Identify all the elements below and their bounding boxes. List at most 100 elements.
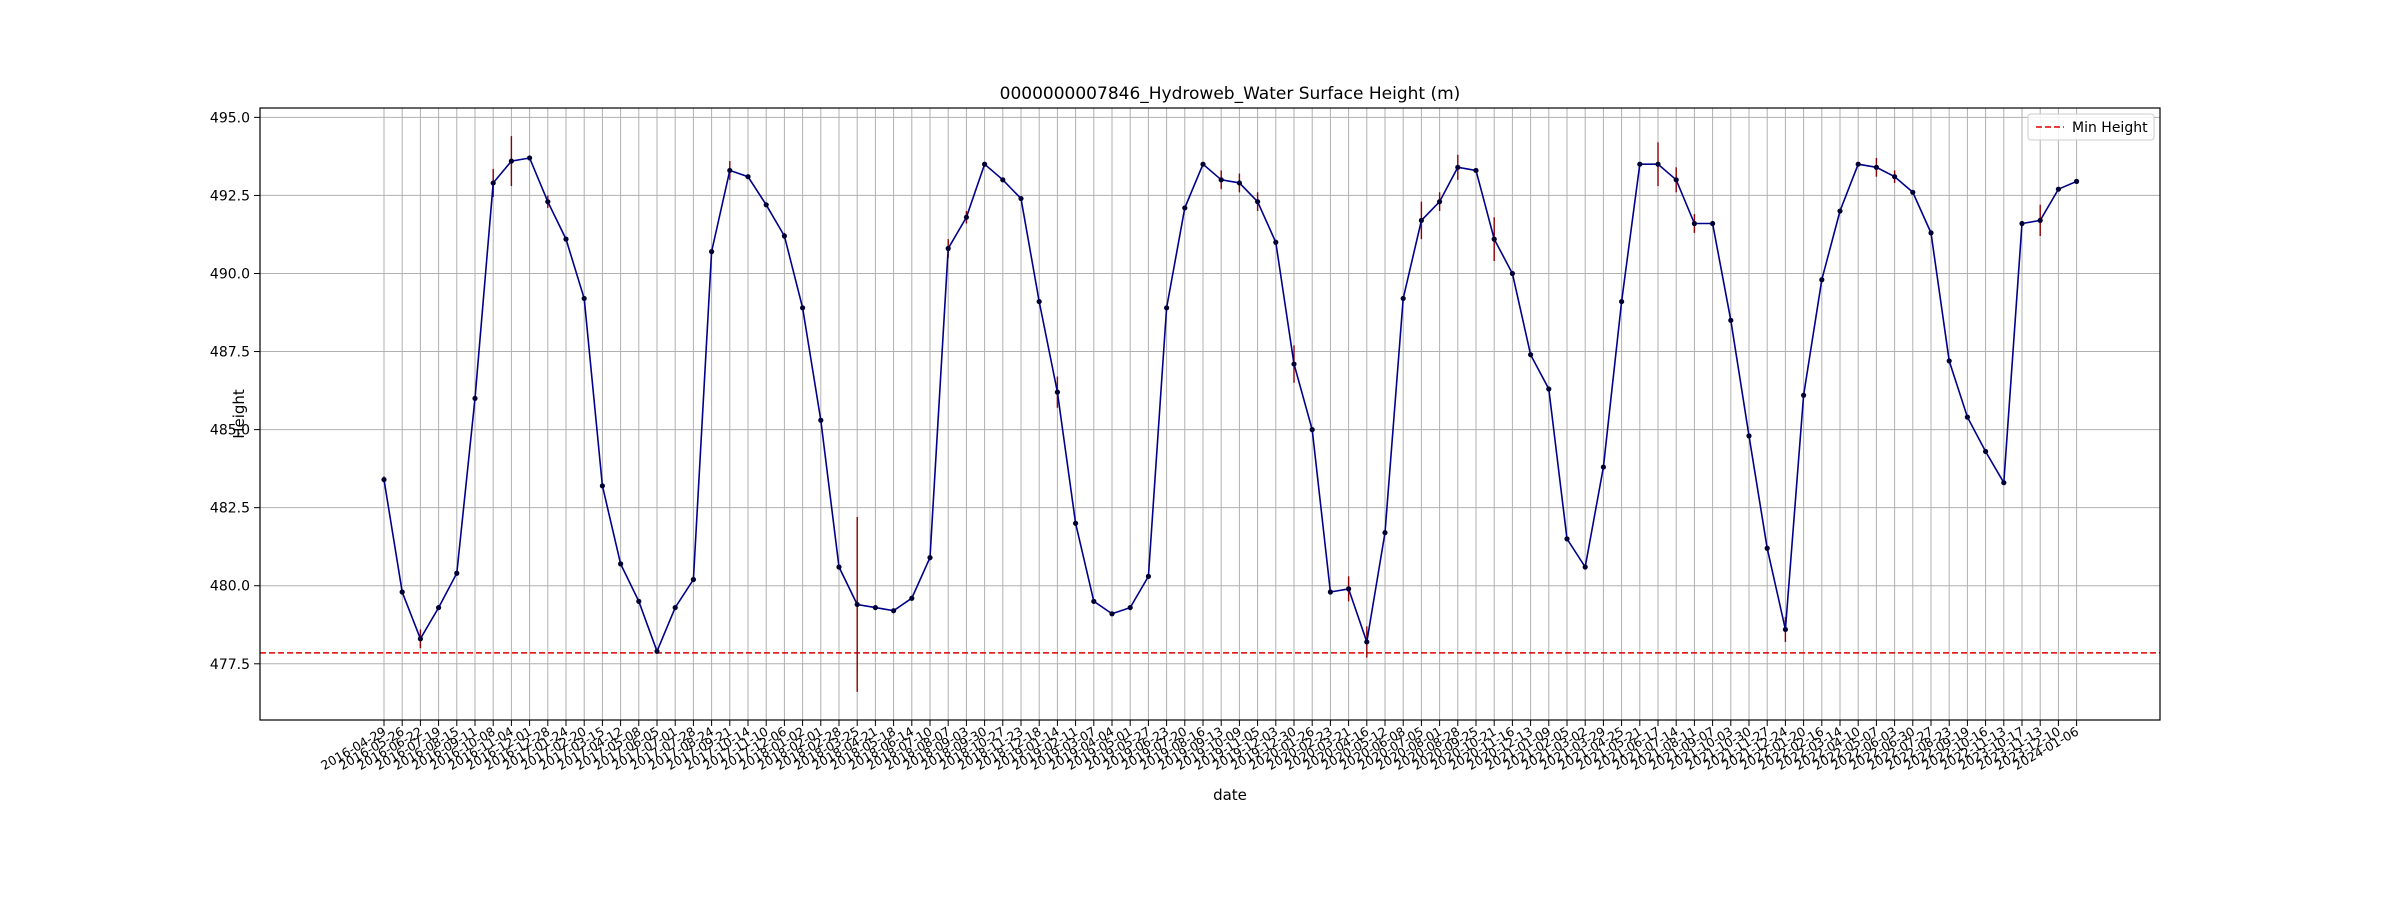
- data-point: [436, 604, 442, 611]
- data-point: [909, 595, 915, 601]
- data-point: [654, 648, 660, 654]
- data-point: [1437, 199, 1443, 205]
- data-point: [1910, 189, 1916, 195]
- series-layer: [381, 155, 2080, 654]
- data-point: [1873, 164, 1879, 170]
- data-point: [1327, 589, 1333, 595]
- data-point: [1491, 236, 1497, 242]
- data-point: [1109, 611, 1115, 617]
- data-point: [1746, 433, 1752, 439]
- y-tick-label: 477.5: [210, 657, 250, 673]
- y-tick-label: 480.0: [210, 579, 250, 595]
- data-point: [1382, 530, 1388, 536]
- data-point: [1054, 389, 1060, 395]
- data-point: [1528, 352, 1534, 358]
- data-point: [2037, 217, 2043, 224]
- data-point: [690, 576, 697, 583]
- plot-frame: [259, 107, 2161, 721]
- data-point: [581, 295, 587, 302]
- data-point: [2055, 186, 2061, 192]
- x-axis-label: date: [1213, 786, 1247, 804]
- data-point: [1619, 298, 1625, 305]
- data-point: [1182, 205, 1188, 211]
- data-point: [963, 214, 970, 220]
- data-point: [2001, 480, 2007, 486]
- data-point: [1691, 220, 1697, 227]
- data-point: [1782, 626, 1788, 633]
- data-point: [2019, 220, 2025, 227]
- data-point: [545, 199, 551, 205]
- data-point: [563, 236, 569, 242]
- data-point: [527, 155, 533, 161]
- data-point: [818, 417, 824, 423]
- data-point: [1710, 220, 1716, 227]
- series-line: [383, 157, 2077, 654]
- data-point: [1309, 427, 1315, 433]
- data-point: [1564, 536, 1570, 542]
- data-point: [1600, 464, 1606, 470]
- data-point: [800, 305, 806, 311]
- data-point: [1455, 164, 1461, 170]
- data-point: [1145, 573, 1151, 579]
- data-point: [454, 570, 460, 576]
- y-axis-label: Height: [230, 389, 248, 439]
- data-point: [381, 476, 387, 483]
- data-point: [854, 601, 860, 608]
- data-point: [1400, 295, 1406, 302]
- data-point: [1983, 448, 1989, 455]
- data-point: [672, 604, 678, 611]
- data-point: [1582, 564, 1588, 570]
- data-point: [1291, 361, 1297, 367]
- data-point: [927, 555, 933, 561]
- data-point: [1418, 217, 1424, 224]
- data-point: [1728, 317, 1734, 323]
- data-point: [891, 608, 897, 614]
- data-point: [1764, 545, 1770, 551]
- data-point: [1200, 161, 1206, 167]
- data-point: [636, 598, 642, 604]
- y-tick-label: 495.0: [210, 110, 250, 126]
- data-point: [781, 233, 788, 239]
- data-point: [982, 161, 988, 167]
- data-point: [399, 589, 405, 595]
- data-point: [836, 564, 842, 570]
- data-point: [872, 604, 879, 611]
- y-tick-label: 490.0: [210, 266, 250, 282]
- y-tick-label: 485.0: [210, 423, 250, 439]
- data-point: [1036, 298, 1042, 305]
- data-point: [727, 167, 733, 174]
- data-point: [1509, 270, 1515, 277]
- data-point: [1946, 358, 1952, 364]
- x-axis-ticks: 2016-04-292016-05-262016-06-222016-07-19…: [318, 720, 2081, 773]
- y-tick-label: 487.5: [210, 345, 250, 361]
- data-point: [1819, 277, 1825, 283]
- data-point: [618, 561, 624, 567]
- data-point: [2074, 178, 2080, 184]
- data-point: [490, 180, 496, 186]
- data-point: [1964, 414, 1970, 420]
- data-point: [1546, 386, 1552, 392]
- legend-min-height-label: Min Height: [2072, 120, 2148, 136]
- data-point: [1473, 167, 1479, 174]
- data-point: [1000, 177, 1006, 183]
- data-point: [1928, 230, 1934, 236]
- grid: [260, 108, 2160, 720]
- data-point: [599, 483, 606, 489]
- data-point: [709, 249, 715, 255]
- data-point: [1236, 180, 1242, 186]
- data-point: [763, 202, 769, 208]
- legend: Min Height: [2027, 113, 2155, 141]
- data-point: [1127, 604, 1133, 611]
- data-point: [1855, 161, 1861, 167]
- data-point: [1673, 177, 1679, 183]
- data-point: [745, 174, 751, 180]
- data-point: [1364, 639, 1370, 645]
- legend-box: [2027, 113, 2155, 141]
- data-point: [1892, 174, 1898, 180]
- data-point: [417, 636, 423, 642]
- data-point: [1164, 305, 1170, 311]
- data-point: [945, 245, 951, 252]
- data-point: [1801, 392, 1807, 398]
